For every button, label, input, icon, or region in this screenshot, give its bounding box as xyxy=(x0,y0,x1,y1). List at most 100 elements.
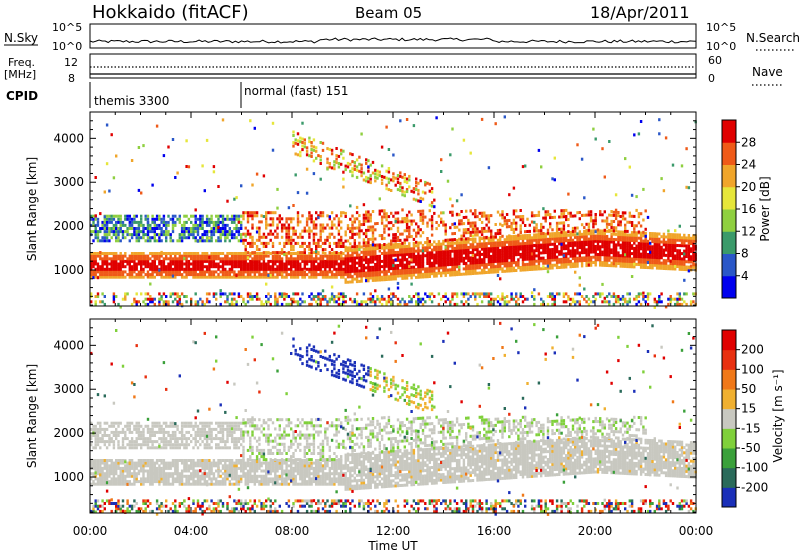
power-cell xyxy=(417,260,420,263)
power-cell xyxy=(405,252,409,256)
power-cell xyxy=(119,270,122,274)
power-cell xyxy=(292,204,295,207)
power-cell xyxy=(294,138,297,142)
power-cell xyxy=(310,217,313,221)
power-cell xyxy=(605,222,609,226)
power-cell xyxy=(653,255,656,259)
power-cell xyxy=(96,265,100,269)
power-cell xyxy=(315,259,318,263)
power-cell xyxy=(128,262,131,266)
power-cell xyxy=(367,250,370,254)
power-cell xyxy=(96,276,100,280)
power-cell xyxy=(458,272,461,276)
power-cell xyxy=(137,239,141,243)
power-cell xyxy=(587,213,591,217)
power-cell xyxy=(174,265,177,269)
power-cell xyxy=(310,144,313,148)
power-cell xyxy=(135,227,138,230)
power-cell xyxy=(412,124,416,128)
power-cell xyxy=(201,270,204,274)
power-cell xyxy=(585,300,588,304)
power-cell xyxy=(235,252,238,255)
power-cell xyxy=(269,267,272,271)
power-cell xyxy=(633,236,636,240)
power-cell xyxy=(465,251,468,255)
power-cell xyxy=(628,214,631,218)
power-cell xyxy=(296,273,300,277)
power-cell xyxy=(219,270,222,274)
power-cell xyxy=(294,229,297,233)
power-cell xyxy=(294,241,297,245)
power-cell xyxy=(490,254,493,258)
power-cell xyxy=(417,225,420,229)
power-cell xyxy=(251,295,254,298)
power-cell xyxy=(542,246,545,249)
power-cell xyxy=(562,265,566,269)
power-cell xyxy=(487,270,491,274)
power-cell xyxy=(121,259,125,263)
power-cell xyxy=(208,236,211,240)
power-cell xyxy=(614,300,618,304)
power-cell xyxy=(276,251,279,255)
power-cell xyxy=(449,273,452,277)
power-cell xyxy=(353,242,356,245)
power-cell xyxy=(385,302,388,306)
power-cell xyxy=(383,257,386,261)
power-cell xyxy=(555,255,559,259)
power-cell xyxy=(515,263,518,267)
power-cell xyxy=(619,235,622,239)
power-cell xyxy=(458,241,461,245)
power-cell xyxy=(210,273,213,277)
power-cell xyxy=(265,245,268,248)
power-cell xyxy=(537,264,541,268)
power-cell xyxy=(262,257,266,261)
power-cell xyxy=(578,254,581,257)
power-cell xyxy=(635,239,638,243)
power-cell xyxy=(194,302,197,306)
power-cell xyxy=(340,259,343,263)
power-cell xyxy=(578,302,581,306)
power-cell xyxy=(299,251,302,255)
power-cell xyxy=(644,234,647,238)
power-cell xyxy=(403,254,406,258)
power-cell xyxy=(396,235,400,239)
power-cell xyxy=(562,215,566,219)
power-cell xyxy=(130,275,134,279)
power-cell xyxy=(267,223,270,227)
power-cell xyxy=(626,262,629,266)
power-cell xyxy=(308,226,311,230)
power-cell xyxy=(378,262,381,266)
power-cell xyxy=(519,242,522,246)
power-cell xyxy=(351,160,354,164)
power-cell xyxy=(480,214,484,218)
power-cell xyxy=(612,256,616,260)
power-cell xyxy=(560,250,563,253)
power-cell xyxy=(558,237,561,240)
power-cell xyxy=(233,220,236,224)
power-cell xyxy=(228,230,231,234)
power-cell xyxy=(151,262,154,266)
power-cell xyxy=(369,163,372,167)
power-cell xyxy=(144,302,147,306)
power-cell xyxy=(544,259,547,262)
power-cell xyxy=(496,270,500,274)
power-cell xyxy=(117,236,120,240)
power-cell xyxy=(678,224,681,228)
power-cell xyxy=(201,254,204,258)
power-cell xyxy=(319,270,322,274)
power-cell xyxy=(246,256,250,260)
power-cell xyxy=(385,169,388,173)
power-cell xyxy=(237,273,241,277)
power-cell xyxy=(390,251,393,255)
power-cell xyxy=(440,247,443,251)
power-cell xyxy=(530,211,534,215)
power-cell xyxy=(199,227,202,230)
power-cell xyxy=(146,230,150,234)
power-cell xyxy=(249,232,252,236)
power-cell xyxy=(639,212,643,216)
power-cell xyxy=(137,259,141,263)
power-cell xyxy=(115,267,118,271)
power-cell xyxy=(471,258,475,262)
power-cell xyxy=(471,269,475,273)
power-cell xyxy=(217,236,220,240)
